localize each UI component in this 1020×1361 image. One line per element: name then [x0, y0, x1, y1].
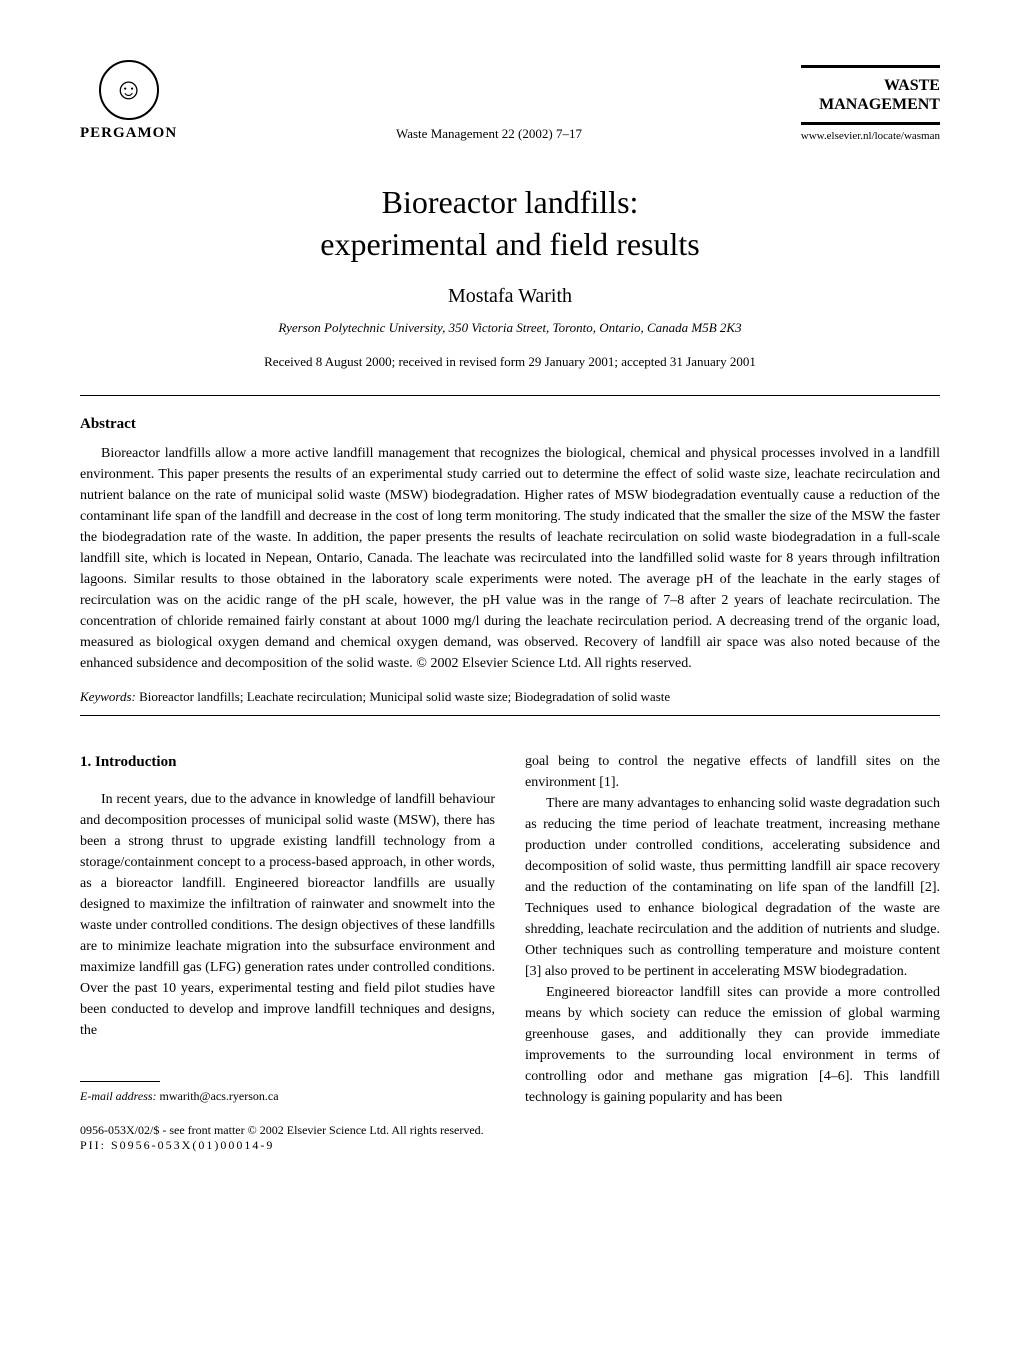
- intro-heading: 1. Introduction: [80, 751, 495, 774]
- intro-paragraph-1: In recent years, due to the advance in k…: [80, 789, 495, 1041]
- publisher-name: PERGAMON: [80, 125, 177, 142]
- publisher-logo-icon: ☺: [99, 60, 159, 120]
- journal-title-line1: WASTE: [801, 76, 940, 95]
- email-address: mwarith@acs.ryerson.ca: [157, 1089, 279, 1103]
- divider-top: [80, 395, 940, 396]
- author-affiliation: Ryerson Polytechnic University, 350 Vict…: [80, 320, 940, 336]
- intro-paragraph-2: goal being to control the negative effec…: [525, 751, 940, 793]
- journal-block: WASTE MANAGEMENT www.elsevier.nl/locate/…: [801, 65, 940, 142]
- intro-paragraph-4: Engineered bioreactor landfill sites can…: [525, 982, 940, 1108]
- publisher-block: ☺ PERGAMON: [80, 60, 177, 142]
- pii-line: PII: S0956-053X(01)00014-9: [80, 1138, 940, 1153]
- copyright-line: 0956-053X/02/$ - see front matter © 2002…: [80, 1123, 940, 1138]
- abstract-text: Bioreactor landfills allow a more active…: [80, 443, 940, 674]
- journal-url: www.elsevier.nl/locate/wasman: [801, 130, 940, 142]
- divider-bottom: [80, 715, 940, 716]
- journal-title-line2: MANAGEMENT: [801, 95, 940, 114]
- article-title-line1: Bioreactor landfills:: [80, 182, 940, 224]
- abstract-heading: Abstract: [80, 416, 940, 433]
- article-title: Bioreactor landfills: experimental and f…: [80, 182, 940, 265]
- keywords-line: Keywords: Bioreactor landfills; Leachate…: [80, 689, 940, 705]
- journal-title-bar: WASTE MANAGEMENT: [801, 65, 940, 125]
- page-header: ☺ PERGAMON Waste Management 22 (2002) 7–…: [80, 60, 940, 142]
- email-footnote: E-mail address: mwarith@acs.ryerson.ca: [80, 1087, 495, 1105]
- article-title-line2: experimental and field results: [80, 224, 940, 266]
- body-columns: 1. Introduction In recent years, due to …: [80, 751, 940, 1108]
- footnote-section: E-mail address: mwarith@acs.ryerson.ca: [80, 1081, 495, 1105]
- column-left: 1. Introduction In recent years, due to …: [80, 751, 495, 1108]
- email-label: E-mail address:: [80, 1089, 157, 1103]
- footnote-divider: [80, 1081, 160, 1082]
- author-name: Mostafa Warith: [80, 285, 940, 308]
- journal-reference: Waste Management 22 (2002) 7–17: [396, 126, 582, 142]
- article-dates: Received 8 August 2000; received in revi…: [80, 354, 940, 370]
- logo-face-icon: ☺: [113, 73, 144, 107]
- keywords-label: Keywords:: [80, 689, 136, 704]
- column-right: goal being to control the negative effec…: [525, 751, 940, 1108]
- intro-paragraph-3: There are many advantages to enhancing s…: [525, 793, 940, 982]
- keywords-text: Bioreactor landfills; Leachate recircula…: [136, 689, 670, 704]
